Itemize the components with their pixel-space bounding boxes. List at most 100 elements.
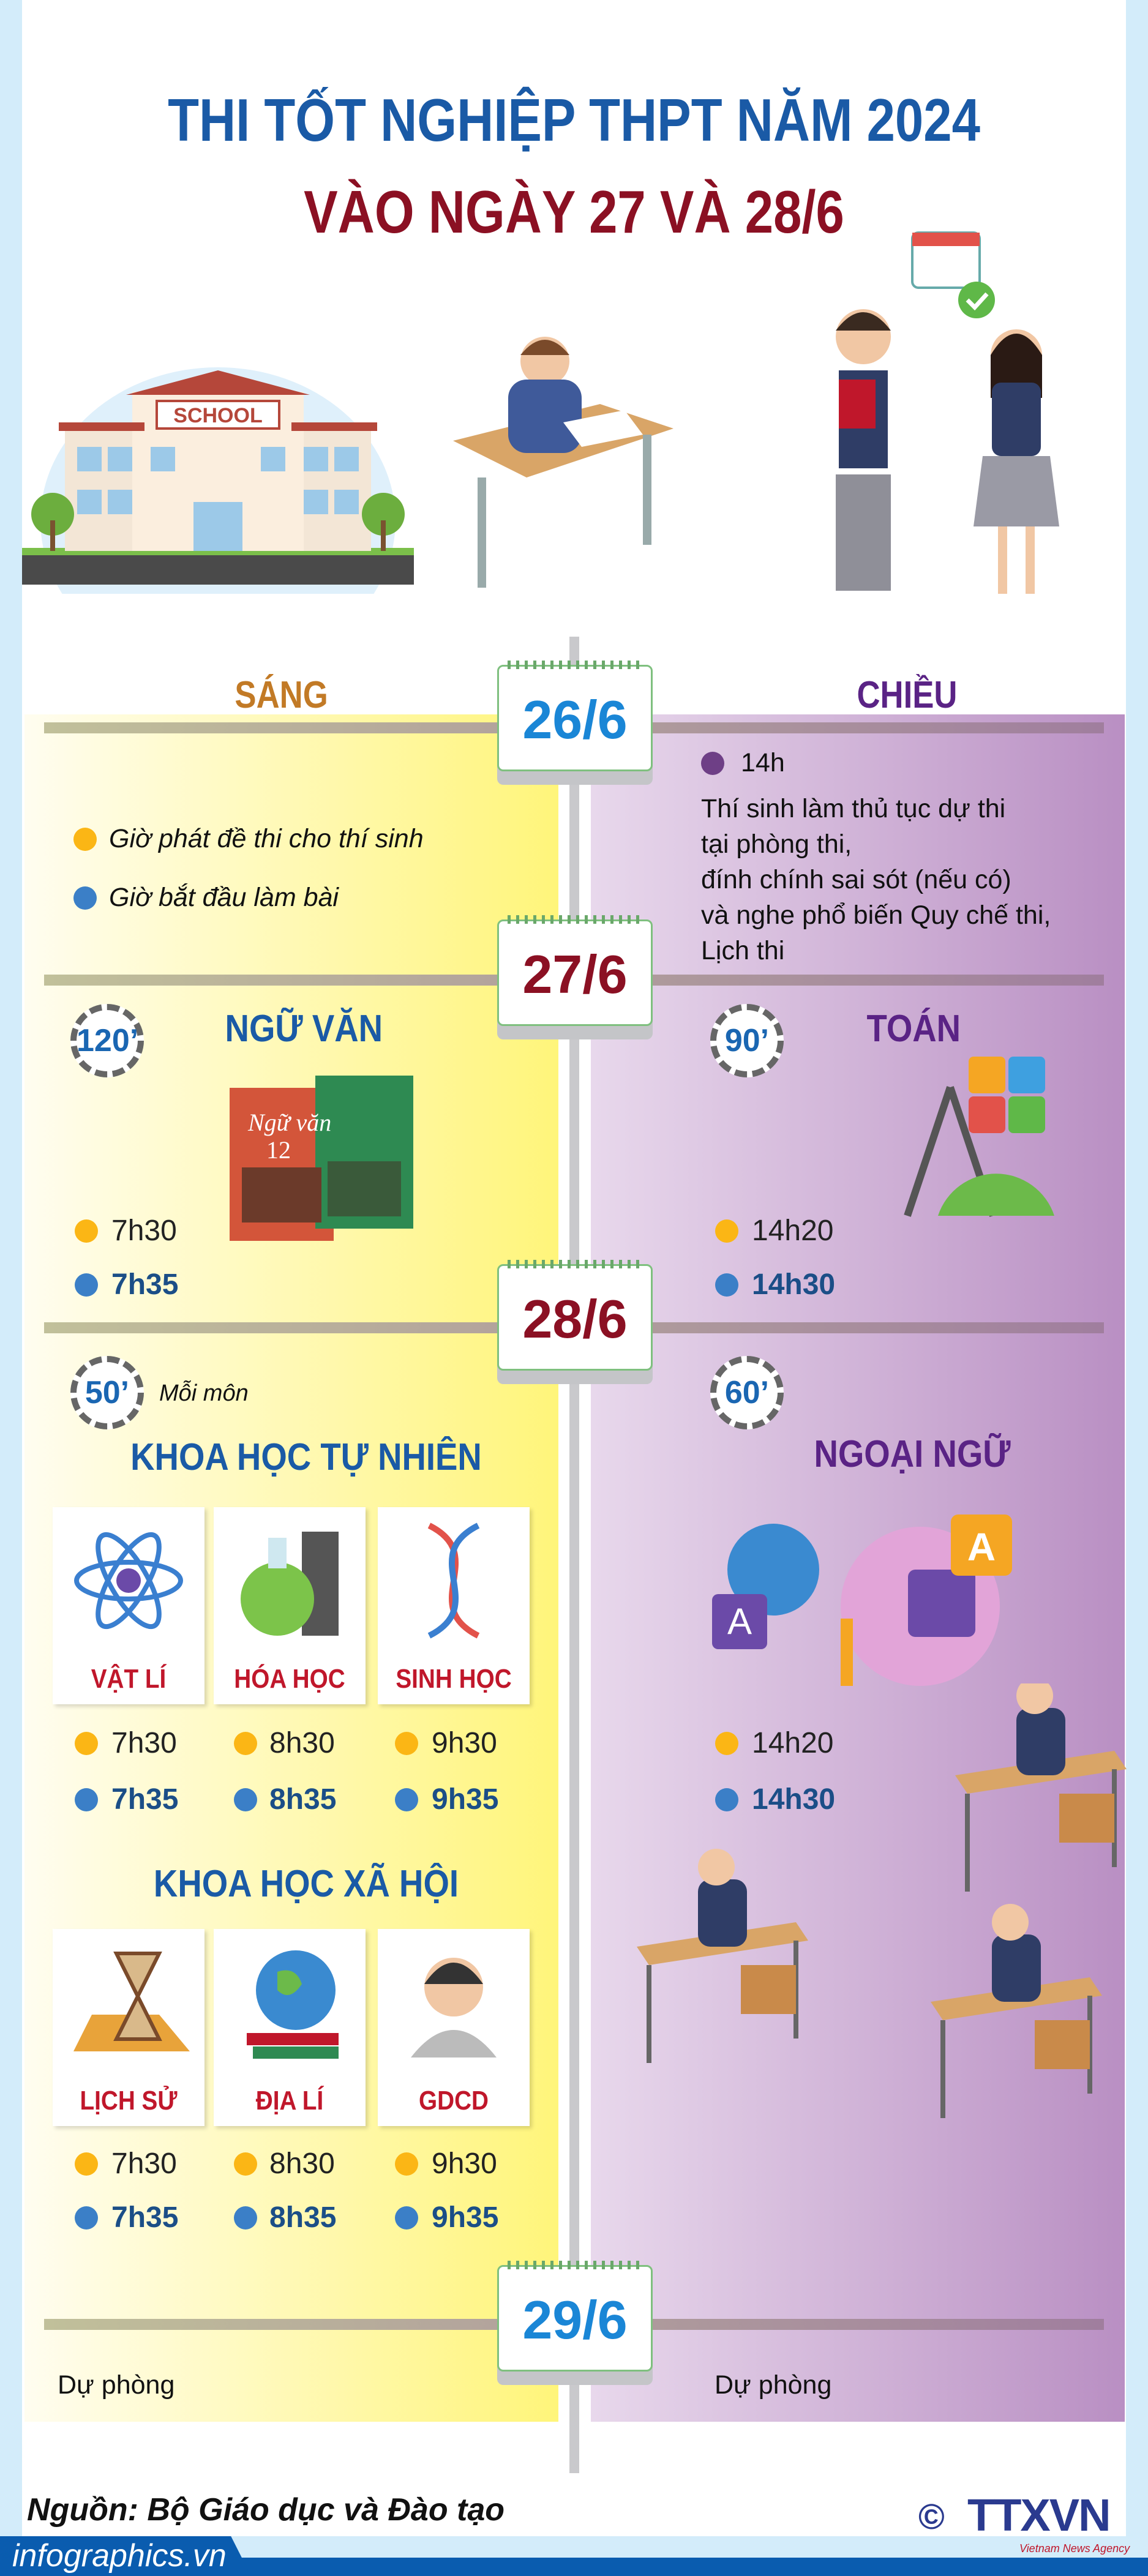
flask-icon [241, 1532, 339, 1636]
subject-card-gdcd: GDCD [378, 1929, 530, 2126]
subject-card-sinh-hoc: SINH HỌC [378, 1507, 530, 1704]
blue-dot-icon [395, 2206, 418, 2230]
svg-text:A: A [727, 1601, 752, 1642]
blue-dot-icon [75, 1273, 98, 1297]
yellow-dot-icon [715, 1219, 738, 1243]
day26-time: 14h [741, 748, 785, 777]
ttxvn-logo-sub: Vietnam News Agency [1019, 2542, 1130, 2555]
literature-books-icon: Ngữ văn 12 [230, 1076, 413, 1241]
duration-badge: 60’ [710, 1356, 784, 1429]
legend-start: Giờ bắt đầu làm bài [109, 883, 339, 912]
subject-label: GDCD [418, 2086, 489, 2116]
person-icon [411, 1958, 497, 2057]
release-time: 14h20 [752, 1215, 834, 1247]
students-exam-illustration [637, 1683, 1127, 2118]
yellow-dot-icon [75, 1219, 98, 1243]
title-line2: VÀO NGÀY 27 VÀ 28/6 [304, 178, 844, 245]
start-time: 9h35 [432, 2201, 499, 2234]
desc-line: Lịch thi [701, 936, 785, 965]
start-time: 14h30 [752, 1268, 836, 1301]
release-time: 9h30 [432, 1727, 497, 1759]
blue-dot-icon [73, 886, 97, 910]
blue-dot-icon [75, 2206, 98, 2230]
stressed-student-illustration [453, 337, 673, 588]
yellow-dot-icon [234, 1732, 257, 1755]
legend-release: Giờ phát đề thi cho thí sinh [109, 824, 424, 853]
site-tab[interactable]: infographics.vn [0, 2536, 251, 2576]
duration-badge: 120’ [70, 1004, 144, 1077]
subject-ngu-van: NGỮ VĂN [225, 1008, 383, 1050]
subject-ngoai-ngu: NGOẠI NGỮ [814, 1433, 1011, 1475]
svg-text:12: 12 [266, 1136, 291, 1164]
dna-icon [427, 1522, 480, 1639]
group-social-sciences: KHOA HỌC XÃ HỘI [153, 1863, 459, 1905]
subject-label: ĐỊA LÍ [255, 2086, 324, 2116]
release-time: 14h20 [752, 1727, 834, 1759]
start-time: 7h35 [111, 2201, 179, 2234]
yellow-dot-icon [395, 2152, 418, 2176]
copyright-icon: © [918, 2497, 945, 2537]
duration-badge: 50’ [70, 1356, 144, 1429]
globe-icon [247, 1950, 339, 2059]
start-time: 7h35 [111, 1783, 179, 1816]
students-illustration [833, 231, 1059, 594]
date-29-6: 29/6 [497, 2261, 653, 2372]
afternoon-heading: CHIỀU [857, 674, 958, 716]
subject-label: VẬT LÍ [91, 1664, 167, 1694]
blue-dot-icon [234, 1788, 257, 1811]
blue-dot-icon [234, 2206, 257, 2230]
blue-dot-icon [395, 1788, 418, 1811]
desc-line: đính chính sai sót (nếu có) [701, 865, 1011, 894]
subject-toan: TOÁN [866, 1008, 961, 1050]
desc-line: Thí sinh làm thủ tục dự thi [701, 794, 1006, 823]
per-subject-note: Mỗi môn [159, 1380, 249, 1406]
start-time: 8h35 [269, 1783, 337, 1816]
start-time: 14h30 [752, 1783, 836, 1816]
subject-card-dia-li: ĐỊA LÍ [214, 1929, 366, 2126]
source-note: Nguồn: Bộ Giáo dục và Đào tạo [27, 2492, 505, 2528]
timeline-line [569, 637, 579, 2473]
site-link[interactable]: infographics.vn [12, 2538, 227, 2574]
group-natural-sciences: KHOA HỌC TỰ NHIÊN [130, 1436, 482, 1478]
subject-card-vat-li: VẬT LÍ [53, 1507, 204, 1704]
blue-dot-icon [75, 1788, 98, 1811]
yellow-dot-icon [73, 828, 97, 851]
languages-icon: A A [712, 1515, 1012, 1686]
release-time: 9h30 [432, 2147, 497, 2180]
yellow-dot-icon [234, 2152, 257, 2176]
subject-label: LỊCH SỬ [80, 2086, 178, 2116]
atom-icon [74, 1532, 183, 1630]
release-time: 7h30 [111, 1215, 177, 1247]
duration-badge: 90’ [710, 1004, 784, 1077]
hourglass-icon [73, 1952, 190, 2051]
start-time: 9h35 [432, 1783, 499, 1816]
yellow-dot-icon [75, 2152, 98, 2176]
title-line1: THI TỐT NGHIỆP THPT NĂM 2024 [168, 86, 980, 154]
subject-label: SINH HỌC [396, 1664, 512, 1694]
subject-label: HÓA HỌC [234, 1664, 345, 1694]
yellow-dot-icon [715, 1732, 738, 1755]
yellow-dot-icon [75, 1732, 98, 1755]
morning-heading: SÁNG [234, 674, 328, 716]
reserve-morning: Dự phòng [58, 2370, 175, 2400]
date-28-6: 28/6 [497, 1260, 653, 1371]
release-time: 8h30 [269, 1727, 335, 1759]
subject-card-lich-su: LỊCH SỬ [53, 1929, 204, 2126]
ttxvn-logo: TTXVN [967, 2490, 1111, 2540]
day26-description: Thí sinh làm thủ tục dự thi tại phòng th… [701, 791, 1051, 968]
date-27-6: 27/6 [497, 915, 653, 1026]
start-time: 7h35 [111, 1268, 179, 1301]
blue-dot-icon [715, 1788, 738, 1811]
release-time: 7h30 [111, 2147, 177, 2180]
start-time: 8h35 [269, 2201, 337, 2234]
school-illustration: SCHOOL [22, 367, 414, 594]
release-time: 8h30 [269, 2147, 335, 2180]
reserve-afternoon: Dự phòng [715, 2370, 832, 2400]
desc-line: tại phòng thi, [701, 829, 852, 859]
desc-line: và nghe phổ biến Quy chế thi, [701, 900, 1051, 930]
purple-dot-icon [701, 752, 724, 775]
yellow-dot-icon [395, 1732, 418, 1755]
blue-dot-icon [715, 1273, 738, 1297]
svg-text:Ngữ văn: Ngữ văn [247, 1109, 331, 1136]
date-26-6: 26/6 [497, 661, 653, 771]
